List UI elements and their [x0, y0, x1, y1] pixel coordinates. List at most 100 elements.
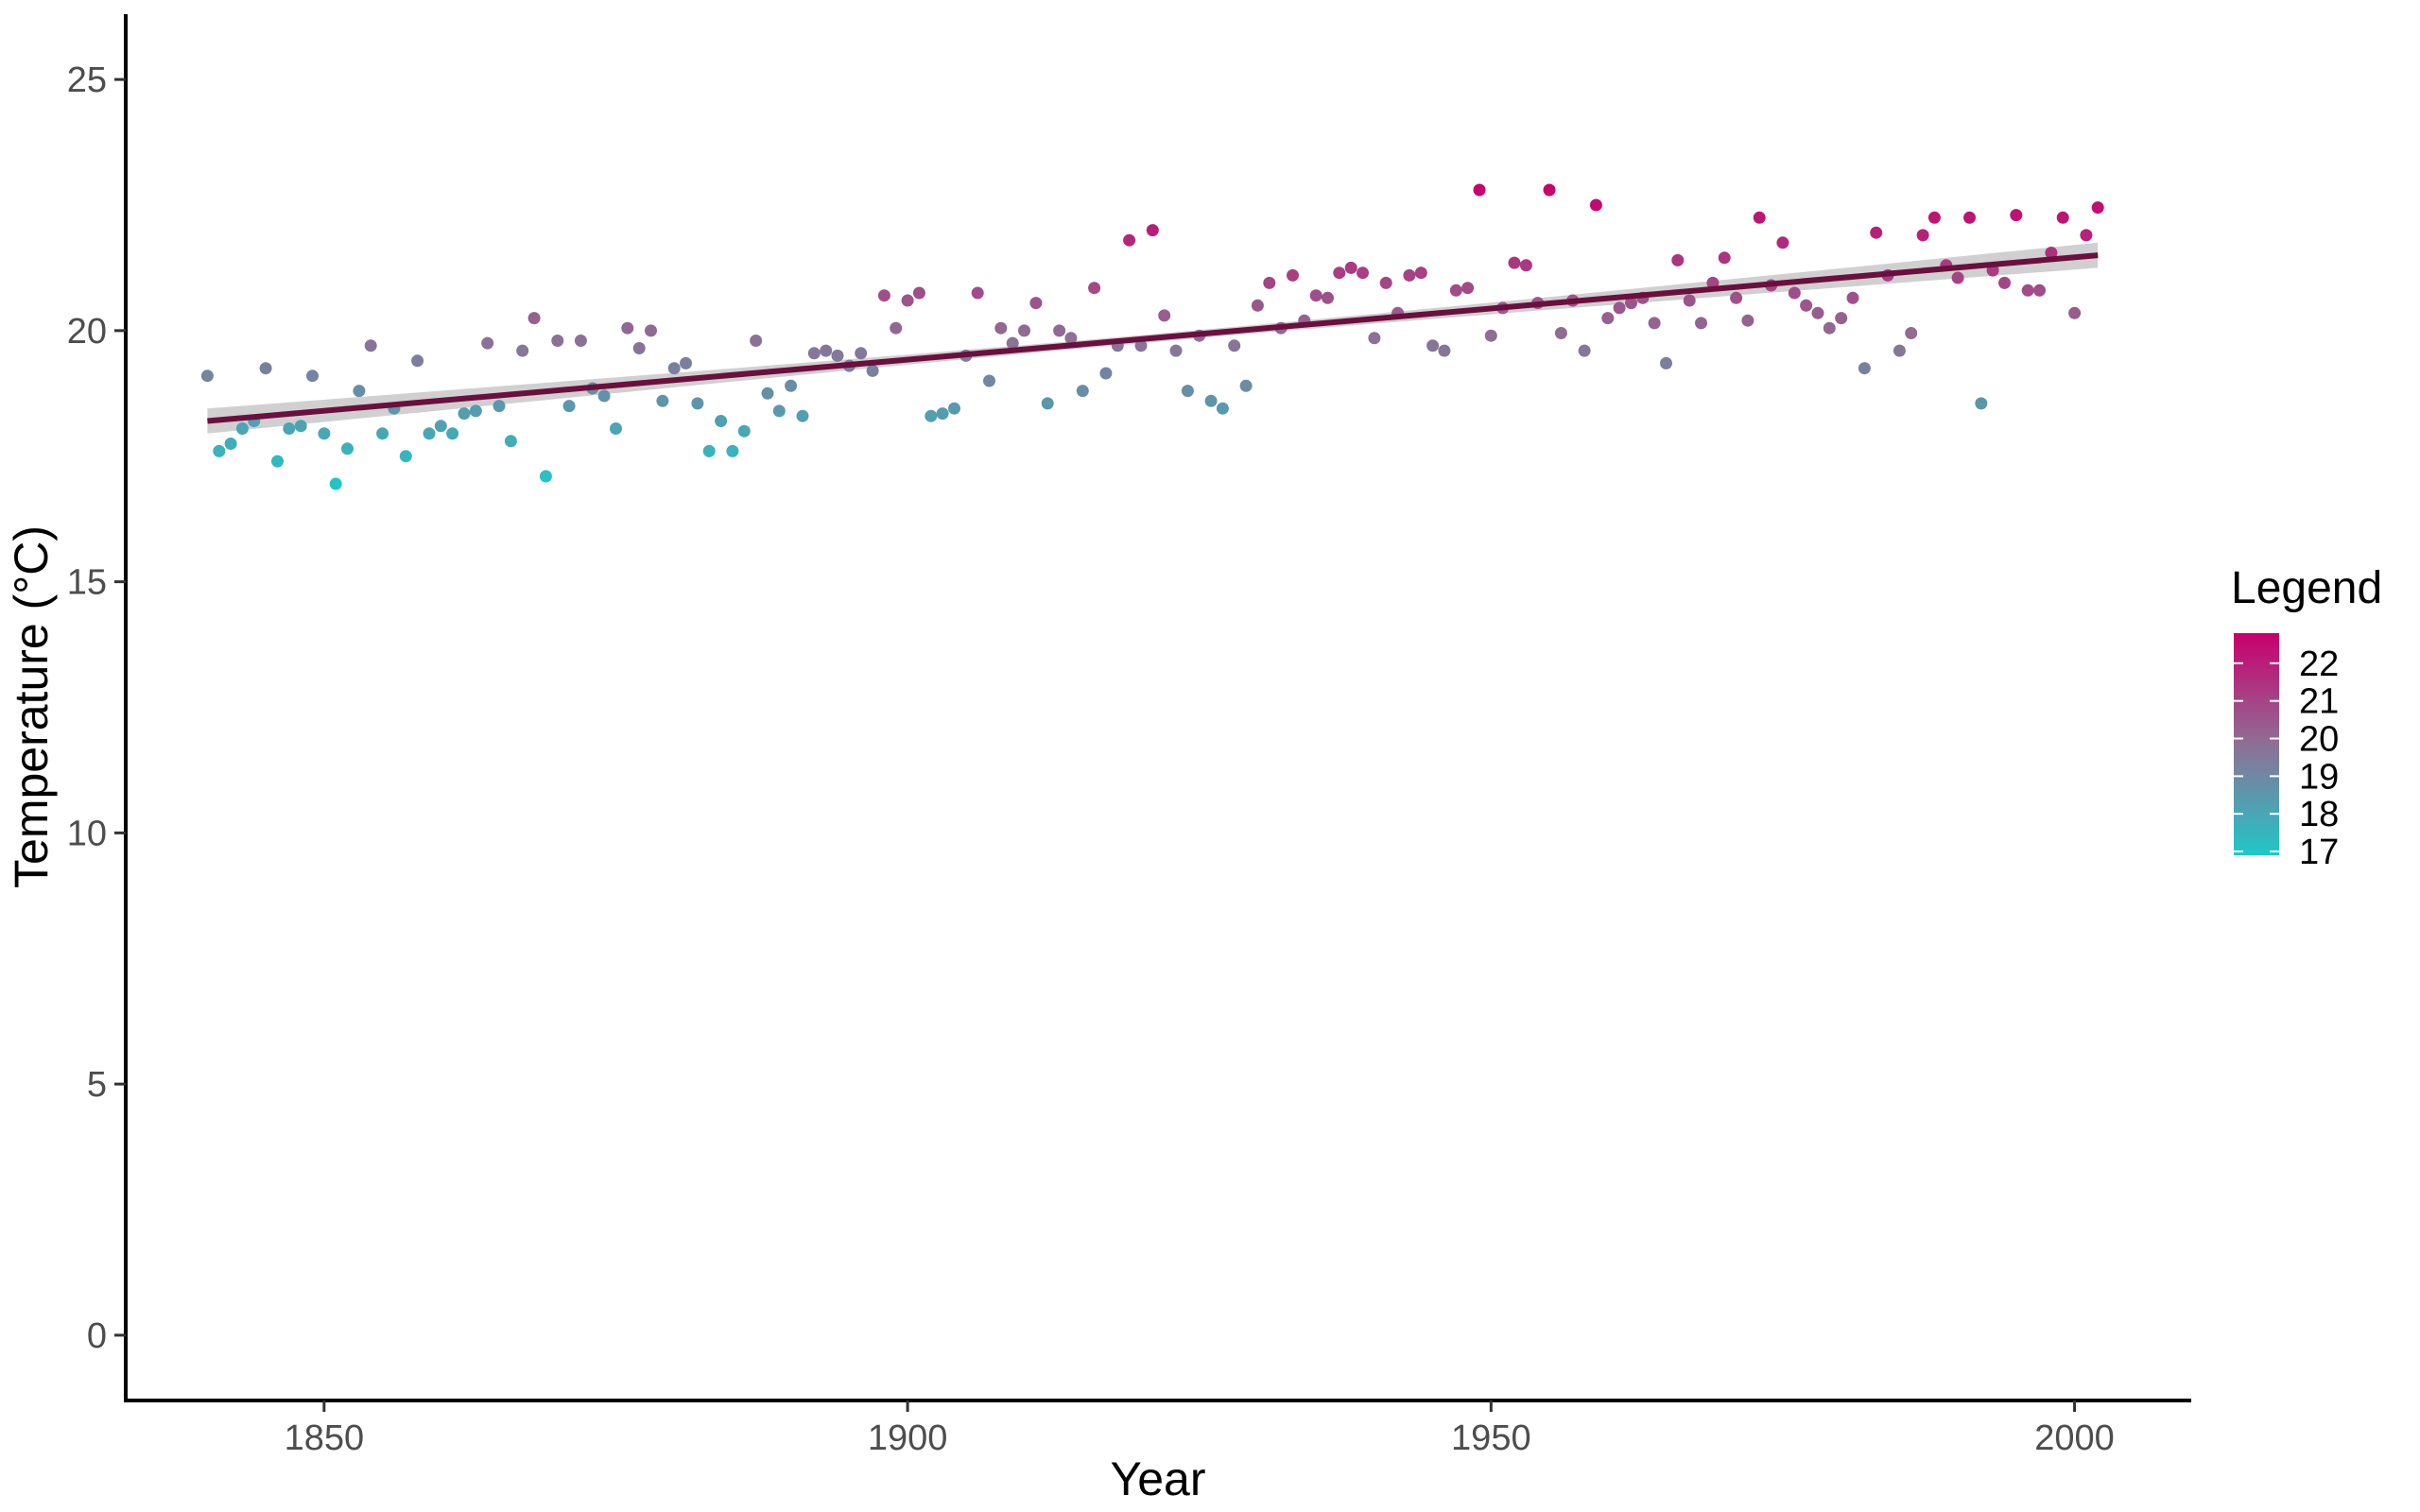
- data-point: [1449, 284, 1462, 297]
- data-point: [761, 387, 774, 400]
- data-point: [1251, 299, 1264, 312]
- data-point: [1158, 309, 1171, 322]
- data-point: [1905, 327, 1918, 339]
- data-point: [1741, 314, 1754, 327]
- data-point: [1695, 317, 1707, 330]
- data-point: [1519, 259, 1532, 272]
- data-point: [691, 397, 704, 410]
- data-point: [224, 438, 237, 450]
- legend-title: Legend: [2231, 563, 2382, 613]
- data-point: [796, 409, 809, 422]
- data-point: [493, 400, 506, 413]
- trend-line-group: [207, 252, 2099, 424]
- legend-tick-label: 17: [2299, 833, 2339, 872]
- data-point: [574, 335, 587, 347]
- data-point: [235, 422, 249, 435]
- data-point: [2010, 209, 2023, 222]
- data-point: [621, 321, 634, 335]
- data-point: [399, 450, 412, 463]
- data-point: [539, 470, 552, 483]
- data-point: [306, 369, 319, 383]
- legend-tick-label: 21: [2299, 682, 2339, 722]
- data-point: [855, 347, 868, 360]
- data-point: [318, 427, 331, 440]
- data-point: [1344, 261, 1357, 274]
- data-point: [726, 444, 739, 457]
- data-point: [901, 294, 914, 307]
- data-point: [1088, 282, 1101, 295]
- data-point: [504, 435, 517, 448]
- data-point: [1228, 339, 1241, 352]
- data-point: [283, 422, 296, 435]
- data-point: [353, 385, 366, 398]
- data-point: [1018, 324, 1030, 337]
- data-point: [562, 400, 576, 413]
- data-point: [458, 407, 471, 421]
- y-tick-label: 5: [87, 1065, 107, 1105]
- data-point: [527, 312, 541, 325]
- y-axis-title: Temperature (°C): [5, 525, 58, 888]
- data-point: [1204, 394, 1218, 407]
- legend-tick-label: 22: [2299, 644, 2339, 684]
- data-point: [1963, 211, 1976, 224]
- y-tick-label: 20: [67, 312, 107, 352]
- legend-colorbar: [2234, 633, 2279, 855]
- data-point: [1461, 282, 1475, 295]
- data-point: [948, 402, 960, 415]
- data-point: [656, 394, 669, 407]
- x-tick-label: 1900: [868, 1418, 948, 1458]
- data-point: [866, 364, 879, 377]
- data-point: [1134, 339, 1148, 352]
- data-point: [1578, 344, 1591, 357]
- data-point: [1484, 329, 1497, 342]
- data-point: [1216, 402, 1229, 415]
- data-point: [1683, 294, 1696, 307]
- data-point: [1589, 198, 1602, 212]
- data-point: [1718, 251, 1731, 265]
- data-point: [329, 477, 342, 490]
- data-point: [715, 415, 728, 427]
- data-point: [610, 422, 622, 435]
- data-point: [1800, 299, 1813, 312]
- y-tick-label: 15: [67, 563, 107, 603]
- data-point: [1625, 297, 1637, 310]
- data-point: [1543, 183, 1556, 197]
- data-point: [1099, 367, 1113, 380]
- data-point: [481, 336, 494, 350]
- data-point: [423, 427, 436, 440]
- data-point: [1823, 321, 1836, 335]
- data-point: [772, 404, 786, 418]
- data-point: [213, 444, 226, 457]
- data-point: [1473, 183, 1486, 197]
- data-point: [667, 362, 681, 375]
- data-point: [597, 389, 611, 403]
- data-point: [1893, 344, 1906, 357]
- x-tick-label: 1850: [285, 1418, 365, 1458]
- legend-tick-label: 20: [2299, 720, 2339, 760]
- data-point: [551, 335, 564, 347]
- data-point: [890, 321, 903, 335]
- data-point: [983, 374, 995, 387]
- trend-line: [207, 252, 2099, 424]
- data-point: [516, 344, 529, 357]
- data-point: [1041, 397, 1054, 410]
- data-point: [1322, 291, 1334, 304]
- data-point: [1426, 339, 1440, 352]
- data-point: [1414, 266, 1427, 280]
- data-point: [1263, 276, 1276, 289]
- data-point: [364, 339, 377, 352]
- data-point: [925, 409, 938, 422]
- data-point: [200, 369, 214, 383]
- data-point: [1811, 306, 1824, 319]
- legend-tick-label: 18: [2299, 795, 2339, 834]
- data-point: [1146, 224, 1159, 237]
- data-point: [411, 354, 424, 368]
- data-point: [994, 321, 1008, 335]
- x-tick-label: 1950: [1451, 1418, 1531, 1458]
- data-point: [820, 344, 833, 357]
- data-point: [1846, 291, 1859, 304]
- data-point: [1554, 327, 1567, 339]
- data-point: [1053, 324, 1066, 337]
- data-point: [271, 455, 284, 468]
